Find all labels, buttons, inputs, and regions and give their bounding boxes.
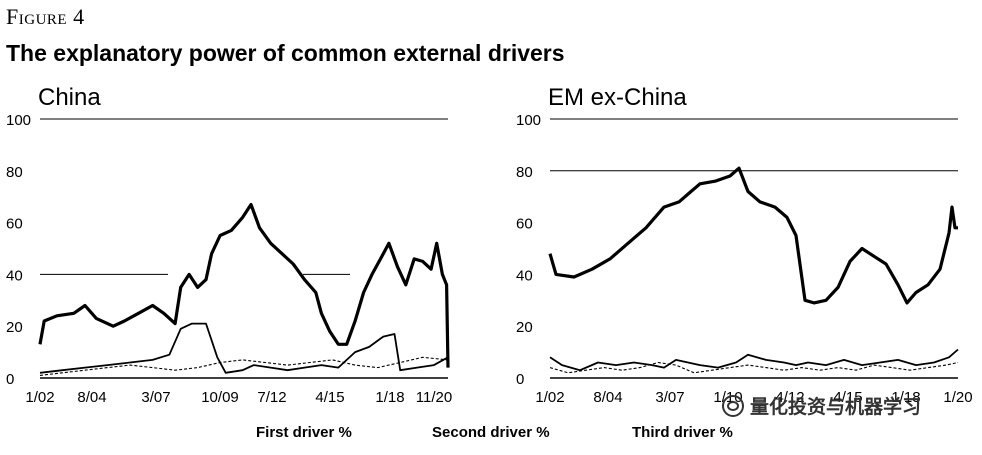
x-tick-label: 1/02 [25,389,54,406]
y-tick-label: 20 [6,319,23,336]
x-tick-label: 1/18 [891,389,920,406]
figure-title: The explanatory power of common external… [6,40,565,66]
wechat-icon [722,394,744,417]
x-tick-label: 8/04 [593,389,622,406]
x-tick-label: 1/20 [943,389,972,406]
x-tick-label: 10/09 [201,389,239,406]
y-tick-label: 80 [6,164,23,181]
x-tick-label: 4/12 [775,389,804,406]
x-tick-label: 4/15 [833,389,862,406]
y-tick-label: 0 [516,371,524,388]
x-tick-label: 3/07 [655,389,684,406]
watermark: 量化投资与机器学习 [722,392,921,419]
y-tick-label: 40 [6,267,23,284]
x-tick-label: 3/07 [141,389,170,406]
legend-third-driver: Third driver % [632,424,733,441]
legend-first-driver: First driver % [256,424,352,441]
panel-title-em-ex-china: EM ex-China [548,84,687,111]
y-tick-label: 100 [6,112,31,129]
figure-label: Figure 4 [6,4,85,29]
y-tick-label: 100 [516,112,541,129]
series-line-2 [549,348,959,372]
series-line-1 [38,202,450,368]
y-tick-label: 60 [6,216,23,233]
panel-title-china: China [38,84,101,111]
y-tick-label: 20 [516,319,533,336]
y-tick-label: 80 [516,164,533,181]
x-tick-label: 4/15 [315,389,344,406]
legend-second-driver: Second driver % [432,424,550,441]
charts-canvas: 0 20 40 60 80 100 1/02 8/04 3/07 10/09 7/12 4/15 1/1… [6,112,973,406]
x-tick-label: 11/20 [416,389,452,406]
series-line-3 [39,356,449,376]
series-line-1 [548,166,958,305]
x-tick-label: 8/04 [77,389,106,406]
watermark-text: 量化投资与机器学习 [750,397,922,418]
x-tick-label: 1/02 [535,389,564,406]
series-line-3 [549,361,959,374]
y-tick-label: 60 [516,216,533,233]
x-tick-label: 7/12 [257,389,286,406]
x-tick-label: 1/18 [375,389,404,406]
series-line-2 [39,322,449,374]
y-tick-label: 0 [6,371,14,388]
y-tick-label: 40 [516,267,533,284]
